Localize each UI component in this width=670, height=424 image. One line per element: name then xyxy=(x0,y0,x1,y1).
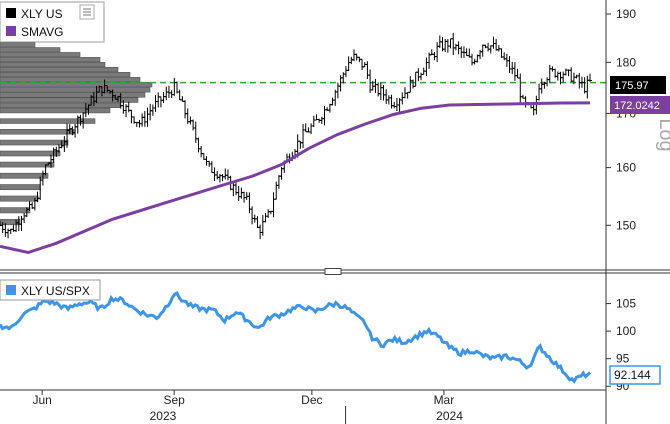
x-tick-label: Dec xyxy=(301,393,322,407)
legend-swatch-smavg xyxy=(6,26,16,36)
y-tick-label: 160 xyxy=(616,161,636,175)
volume-profile-bar xyxy=(0,107,111,114)
year-label: 2023 xyxy=(150,409,177,423)
legend-swatch-xly xyxy=(6,8,16,18)
legend-label-xly: XLY US xyxy=(21,7,63,21)
volume-profile-bar xyxy=(0,62,106,68)
volume-profile xyxy=(0,42,153,226)
volume-profile-bar xyxy=(0,150,61,157)
y-tick-label: 95 xyxy=(616,352,630,366)
y-tick-label: 100 xyxy=(616,324,636,338)
x-tick-label: Jun xyxy=(32,393,51,407)
price-bars xyxy=(0,32,592,240)
volume-profile-bar xyxy=(0,102,121,108)
panel-resize-handle[interactable] xyxy=(324,268,342,275)
volume-profile-bar xyxy=(0,42,36,48)
ratio-line xyxy=(0,290,592,384)
volume-profile-bar xyxy=(0,207,31,214)
volume-profile-bar xyxy=(0,172,49,179)
y-tick-label: 105 xyxy=(616,297,636,311)
y-tick-label: 190 xyxy=(616,7,636,21)
sma-tag: 172.0242 xyxy=(610,96,670,114)
log-axis-label: Log xyxy=(655,118,670,151)
volume-profile-bar xyxy=(0,67,119,73)
volume-profile-bar xyxy=(0,77,141,83)
volume-profile-bar xyxy=(0,219,21,226)
volume-profile-bar xyxy=(0,118,96,124)
ratio-tag-value: 92.144 xyxy=(614,368,651,382)
y-tick-label: 150 xyxy=(616,218,636,232)
legend-swatch-ratio xyxy=(6,285,16,295)
volume-profile-bar xyxy=(0,97,139,103)
x-tick-label: Sep xyxy=(164,393,186,407)
top-y-ticks: 150160170180190 xyxy=(606,7,636,232)
legend-bottom[interactable]: XLY US/SPX xyxy=(0,279,101,301)
legend-options-icon[interactable] xyxy=(79,4,95,20)
ratio-tag: 92.144 xyxy=(609,365,661,385)
volume-profile-bar xyxy=(0,52,81,58)
volume-profile-bar xyxy=(0,57,101,63)
sma-line xyxy=(0,101,591,255)
volume-profile-bar xyxy=(0,72,131,78)
legend-label-ratio: XLY US/SPX xyxy=(21,284,90,298)
volume-profile-bar xyxy=(0,129,75,135)
x-tick-label: Mar xyxy=(434,393,455,407)
volume-profile-bar xyxy=(0,87,151,93)
volume-profile-bar xyxy=(0,161,55,168)
sma-tag-value: 172.0242 xyxy=(614,100,660,112)
volume-profile-bar xyxy=(0,139,69,146)
legend-top[interactable]: XLY US SMAVG xyxy=(0,1,105,43)
x-axis: Jun Sep Dec Mar 2023 2024 xyxy=(32,390,463,424)
volume-profile-bar xyxy=(0,92,146,98)
volume-profile-bar xyxy=(0,47,61,53)
volume-profile-bar xyxy=(0,195,39,202)
price-tag-value: 175.97 xyxy=(615,80,649,92)
legend-label-smavg: SMAVG xyxy=(21,25,63,39)
price-tag: 175.97 xyxy=(610,76,666,94)
year-label: 2024 xyxy=(436,409,463,423)
y-tick-label: 180 xyxy=(616,55,636,69)
volume-profile-bar xyxy=(0,184,41,191)
